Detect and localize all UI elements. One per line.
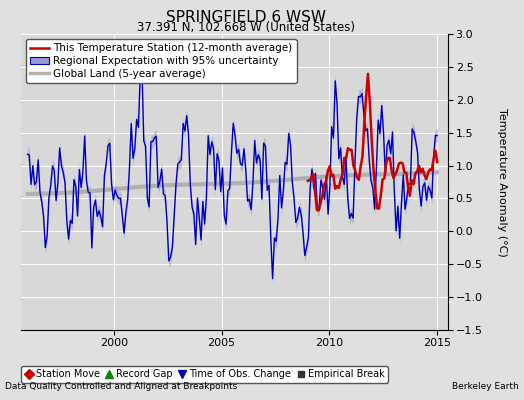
- Y-axis label: Temperature Anomaly (°C): Temperature Anomaly (°C): [497, 108, 507, 256]
- Text: Berkeley Earth: Berkeley Earth: [452, 382, 519, 391]
- Legend: Station Move, Record Gap, Time of Obs. Change, Empirical Break: Station Move, Record Gap, Time of Obs. C…: [21, 366, 388, 383]
- Text: Data Quality Controlled and Aligned at Breakpoints: Data Quality Controlled and Aligned at B…: [5, 382, 237, 391]
- Text: 37.391 N, 102.668 W (United States): 37.391 N, 102.668 W (United States): [137, 21, 355, 34]
- Text: SPRINGFIELD 6 WSW: SPRINGFIELD 6 WSW: [166, 10, 326, 25]
